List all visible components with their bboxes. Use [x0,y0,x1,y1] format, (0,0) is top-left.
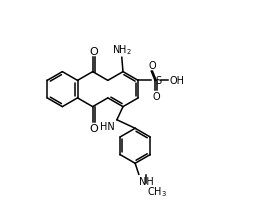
Text: S: S [155,76,162,86]
Text: O: O [89,123,98,133]
Text: NH$_2$: NH$_2$ [112,43,132,57]
Text: OH: OH [169,76,185,86]
Text: O: O [148,60,156,70]
Text: O: O [152,92,160,102]
Text: NH: NH [139,176,154,186]
Text: CH$_3$: CH$_3$ [147,185,167,198]
Text: HN: HN [100,121,114,131]
Text: O: O [89,46,98,56]
